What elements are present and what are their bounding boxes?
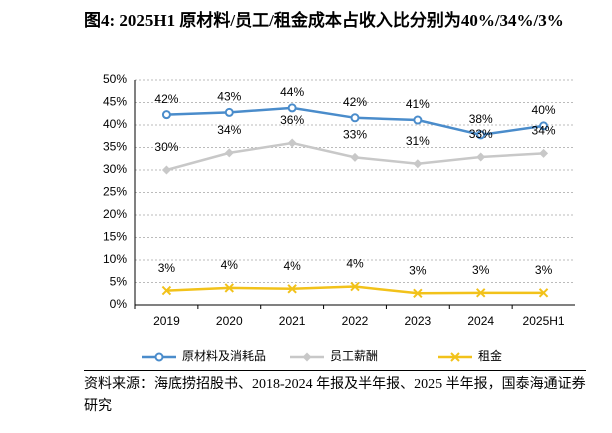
data-label: 31% — [406, 134, 430, 148]
y-tick-label: 10% — [103, 252, 127, 266]
point — [161, 110, 171, 120]
point — [350, 281, 360, 292]
point — [476, 152, 486, 162]
point — [476, 288, 486, 298]
data-label: 38% — [469, 112, 493, 126]
point — [224, 107, 234, 117]
data-label: 43% — [217, 90, 241, 104]
y-tick-label: 45% — [103, 95, 127, 109]
y-tick-label: 0% — [110, 297, 128, 311]
point — [287, 138, 297, 148]
legend-marker — [450, 352, 460, 362]
point — [224, 283, 234, 293]
data-label: 4% — [221, 258, 239, 272]
legend-marker — [154, 352, 164, 362]
x-tick-label: 2022 — [342, 314, 369, 328]
legend-marker — [302, 352, 312, 362]
legend-label: 原材料及消耗品 — [182, 349, 266, 363]
data-label: 3% — [409, 263, 427, 277]
y-tick-label: 35% — [103, 140, 127, 154]
y-tick-label: 30% — [103, 162, 127, 176]
source-note: 资料来源：海底捞招股书、2018-2024 年报及半年报、2025 半年报，国泰… — [84, 377, 586, 414]
point — [224, 148, 234, 158]
legend-label: 租金 — [478, 348, 502, 363]
data-label: 33% — [469, 127, 493, 141]
point — [539, 121, 549, 131]
data-label: 41% — [406, 97, 430, 111]
data-label: 42% — [154, 92, 178, 106]
point — [350, 113, 360, 123]
x-tick-label: 2023 — [405, 314, 432, 328]
y-tick-label: 20% — [103, 207, 127, 221]
x-tick-label: 2019 — [153, 314, 180, 328]
data-label: 30% — [154, 140, 178, 154]
point — [413, 288, 423, 299]
data-label: 3% — [158, 261, 176, 275]
legend-label: 员工薪酬 — [330, 349, 378, 363]
x-tick-label: 2021 — [279, 314, 306, 328]
data-label: 34% — [532, 124, 556, 138]
chart: 0% 5% 10% 15% 20% 25% 30% 35% 40% 45% 50% 2019 2020 2… — [103, 72, 575, 363]
x-tick-label: 2024 — [467, 314, 494, 328]
data-label: 40% — [532, 103, 556, 117]
data-label: 42% — [343, 95, 367, 109]
divider — [84, 370, 586, 371]
chart-title: 图4: 2025H1 原材料/员工/租金成本占收入比分别为40%/34%/3% — [84, 11, 564, 30]
data-label: 44% — [280, 85, 304, 99]
point — [538, 288, 549, 298]
y-tick-label: 50% — [103, 72, 127, 86]
point — [476, 130, 486, 140]
point — [161, 165, 171, 175]
point — [413, 159, 423, 169]
data-label: 4% — [346, 257, 364, 271]
data-label: 34% — [217, 123, 241, 137]
data-label: 3% — [535, 263, 553, 277]
x-tick-label: 2020 — [216, 314, 243, 328]
y-tick-label: 15% — [103, 230, 127, 244]
point — [287, 284, 297, 294]
data-label: 3% — [472, 263, 490, 277]
point — [287, 103, 297, 113]
x-tick-label: 2025H1 — [523, 314, 565, 328]
data-label: 33% — [343, 128, 367, 142]
y-tick-label: 40% — [103, 117, 127, 131]
point — [161, 285, 172, 296]
point — [539, 148, 549, 158]
point — [350, 152, 360, 162]
data-label: 4% — [283, 259, 301, 273]
y-tick-label: 25% — [103, 185, 127, 199]
data-label: 36% — [280, 113, 304, 127]
y-tick-label: 5% — [110, 275, 128, 289]
point — [413, 115, 423, 125]
